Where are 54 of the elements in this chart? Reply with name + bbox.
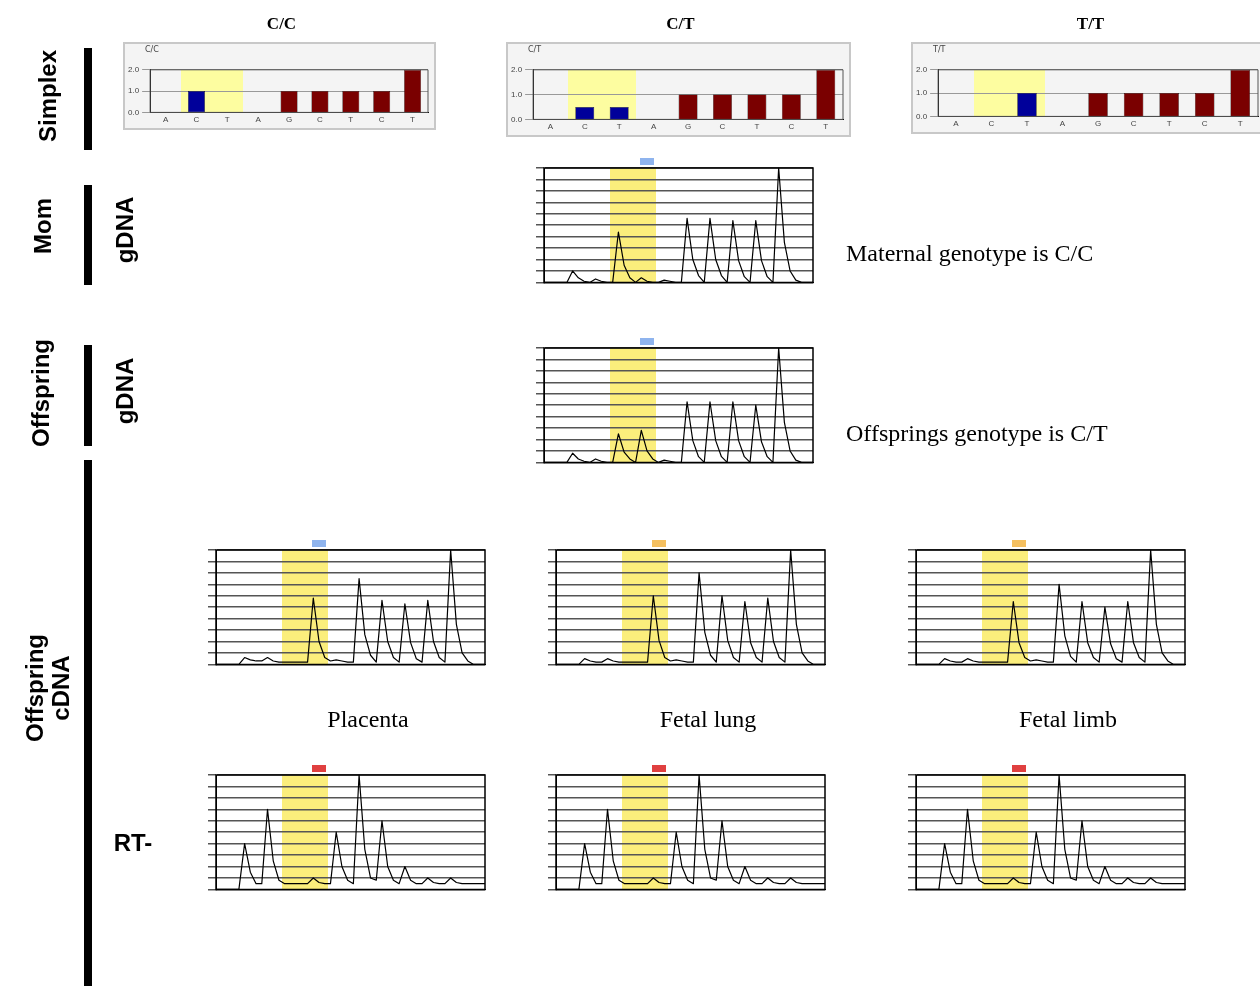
x-tick-label: T xyxy=(1024,119,1030,129)
x-axis-title: Placenta xyxy=(326,706,410,733)
y-tick-label: 2.0 xyxy=(916,65,928,74)
x-axis-title: Fetal limb xyxy=(1018,706,1118,733)
x-tick-label: G xyxy=(285,115,293,125)
text: Offsprings genotype is C/T xyxy=(846,420,1108,447)
text: Maternal genotype is C/C xyxy=(846,240,1094,267)
y-tick-label: 0.0 xyxy=(511,114,523,124)
x-tick-label: C xyxy=(788,122,795,132)
text: Offspring xyxy=(27,339,54,447)
x-tick-label: C xyxy=(193,115,200,125)
x-tick-label: C xyxy=(1201,119,1208,129)
chart-title: C/C xyxy=(265,14,298,34)
y-tick-label: 1.0 xyxy=(128,86,140,96)
x-tick-label: T xyxy=(224,115,230,125)
text: Mom xyxy=(29,198,56,254)
x-tick-label: A xyxy=(650,122,657,132)
chart-subtitle: C/C xyxy=(145,45,159,54)
x-tick-label: C xyxy=(1130,119,1137,129)
x-tick-label: T xyxy=(348,115,354,125)
text: gDNA xyxy=(111,196,138,264)
y-tick-label: 2.0 xyxy=(128,65,140,74)
x-tick-label: T xyxy=(410,115,416,125)
y-tick-label: 2.0 xyxy=(511,65,523,74)
x-tick-label: C xyxy=(719,122,726,132)
text: Simplex xyxy=(34,49,61,143)
chart-subtitle: C/T xyxy=(528,45,542,54)
x-axis-title: Fetal lung xyxy=(658,706,758,733)
x-tick-label: G xyxy=(1094,119,1102,129)
x-tick-label: A xyxy=(1059,119,1066,129)
y-tick-label: 1.0 xyxy=(916,88,928,98)
text: RT- xyxy=(113,829,153,856)
chart-subtitle: T/T xyxy=(933,45,946,54)
x-tick-label: A xyxy=(547,122,554,132)
y-tick-label: 1.0 xyxy=(511,89,523,99)
x-tick-label: A xyxy=(162,115,169,125)
x-tick-label: G xyxy=(684,122,692,132)
x-tick-label: C xyxy=(988,119,995,129)
x-tick-label: T xyxy=(1237,119,1243,129)
x-tick-label: T xyxy=(616,122,622,132)
text: Offspring cDNA xyxy=(21,633,74,744)
y-tick-label: 0.0 xyxy=(128,107,140,117)
x-tick-label: A xyxy=(953,119,960,129)
x-tick-label: C xyxy=(317,115,324,125)
y-tick-label: 0.0 xyxy=(916,111,928,121)
x-tick-label: A xyxy=(255,115,262,125)
x-tick-label: T xyxy=(1166,119,1172,129)
chart-title: T/T xyxy=(1075,14,1106,34)
x-tick-label: T xyxy=(754,122,760,132)
x-tick-label: T xyxy=(823,122,829,132)
chart-title: C/T xyxy=(665,14,696,34)
x-tick-label: C xyxy=(378,115,385,125)
x-tick-label: C xyxy=(581,122,588,132)
text: gDNA xyxy=(111,357,138,425)
